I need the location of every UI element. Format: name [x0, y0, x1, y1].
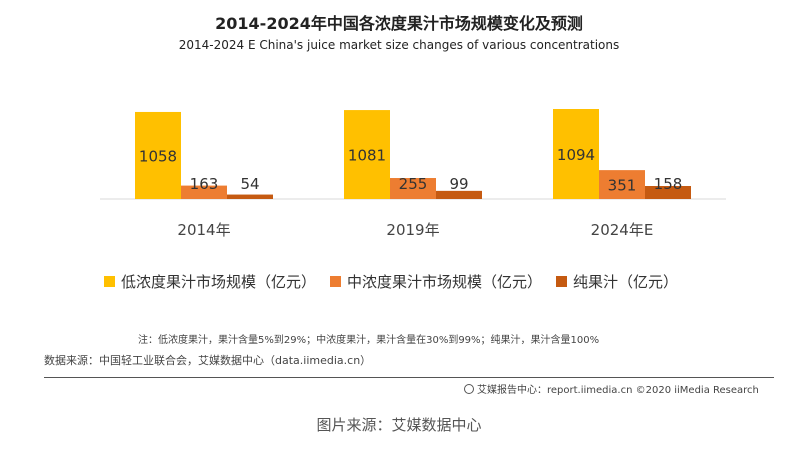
data-label-mid-2: 351: [608, 177, 637, 195]
legend-swatch-low: [104, 276, 115, 287]
chart-subtitle: 2014-2024 E China's juice market size ch…: [178, 38, 620, 52]
x-tick-label-2: 2024年E: [591, 221, 654, 239]
chart-legend: 低浓度果汁市场规模（亿元） 中浓度果汁市场规模（亿元） 纯果汁（亿元）: [104, 271, 692, 292]
data-label-mid-1: 255: [399, 175, 428, 193]
chart-note: 注：低浓度果汁，果汁含量5%到29%；中浓度果汁，果汁含量在30%到99%；纯果…: [138, 335, 600, 346]
bar-low-1: [344, 110, 390, 199]
footer-text: 艾媒报告中心：report.iimedia.cn ©2020 iiMedia R…: [477, 385, 759, 396]
x-tick-label-0: 2014年: [177, 221, 230, 239]
data-label-pure-0: 54: [240, 175, 259, 193]
bar-mid-0: [181, 185, 227, 199]
data-label-pure-1: 99: [449, 175, 468, 193]
bar-low-2: [553, 109, 599, 199]
legend-label-pure: 纯果汁（亿元）: [573, 273, 679, 291]
bar-pure-0: [227, 194, 273, 199]
data-label-pure-2: 158: [654, 175, 683, 193]
data-label-low-2: 1094: [557, 146, 595, 164]
image-caption: 图片来源：艾媒数据中心: [316, 416, 482, 434]
legend-swatch-mid: [330, 276, 342, 287]
x-tick-label-1: 2019年: [386, 221, 439, 239]
bar-mid-2: [599, 170, 645, 199]
footer-divider: [44, 377, 774, 378]
chart-title: 2014-2024年中国各浓度果汁市场规模变化及预测: [215, 14, 583, 33]
data-label-mid-0: 163: [190, 175, 219, 193]
bar-mid-1: [390, 178, 436, 199]
legend-item-low: 低浓度果汁市场规模（亿元）: [104, 271, 316, 292]
legend-label-mid: 中浓度果汁市场规模（亿元）: [347, 273, 543, 291]
data-label-low-1: 1081: [348, 147, 386, 165]
legend-label-low: 低浓度果汁市场规模（亿元）: [121, 273, 317, 291]
data-source: 数据来源：中国轻工业联合会，艾媒数据中心（data.iimedia.cn）: [44, 354, 372, 367]
legend-swatch-pure: [556, 276, 568, 287]
bar-pure-1: [436, 190, 482, 199]
globe-icon: [464, 383, 474, 394]
legend-item-pure: 纯果汁（亿元）: [556, 271, 678, 292]
bar-chart: 1058 163 54 2014年 1081 255 99 2019年 1094 351 158 20…: [100, 109, 726, 239]
bar-low-0: [135, 111, 181, 199]
footer: 艾媒报告中心：report.iimedia.cn ©2020 iiMedia R…: [464, 381, 759, 396]
bar-pure-2: [645, 186, 691, 199]
data-label-low-0: 1058: [139, 147, 177, 165]
legend-item-mid: 中浓度果汁市场规模（亿元）: [330, 271, 542, 292]
